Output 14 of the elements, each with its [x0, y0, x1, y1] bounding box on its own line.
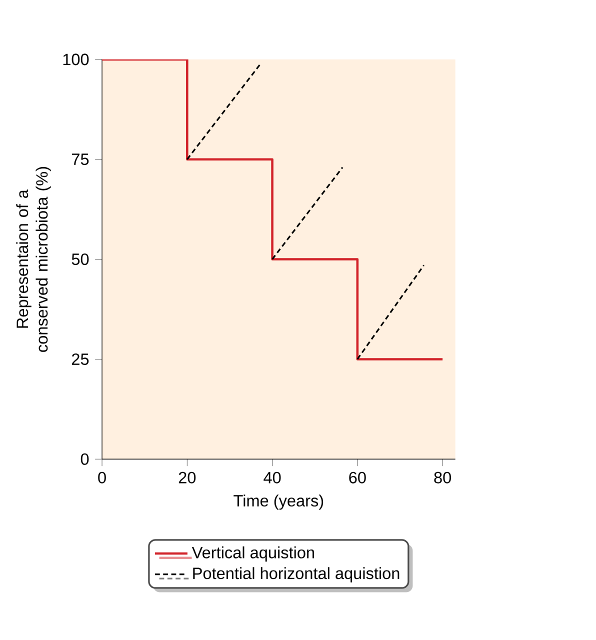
x-tick-label: 20	[178, 472, 196, 484]
y-axis-title: Representaion of a conserved microbiota (%)	[16, 167, 51, 352]
x-tick-label: 80	[434, 472, 452, 484]
legend-label: Potential horizontal aquistion	[193, 567, 400, 582]
y-tick-label: 100	[63, 54, 89, 66]
y-tick-label: 50	[72, 254, 89, 266]
y-tick-label: 75	[72, 154, 89, 166]
x-tick-label: 60	[349, 472, 366, 484]
x-tick-label: 40	[264, 472, 281, 484]
y-tick-label: 25	[72, 353, 89, 365]
legend-label: Vertical aquistion	[192, 546, 314, 562]
y-tick-label: 0	[80, 453, 89, 465]
x-axis-title: Time (years)	[234, 494, 324, 510]
x-tick-label: 0	[98, 472, 106, 484]
